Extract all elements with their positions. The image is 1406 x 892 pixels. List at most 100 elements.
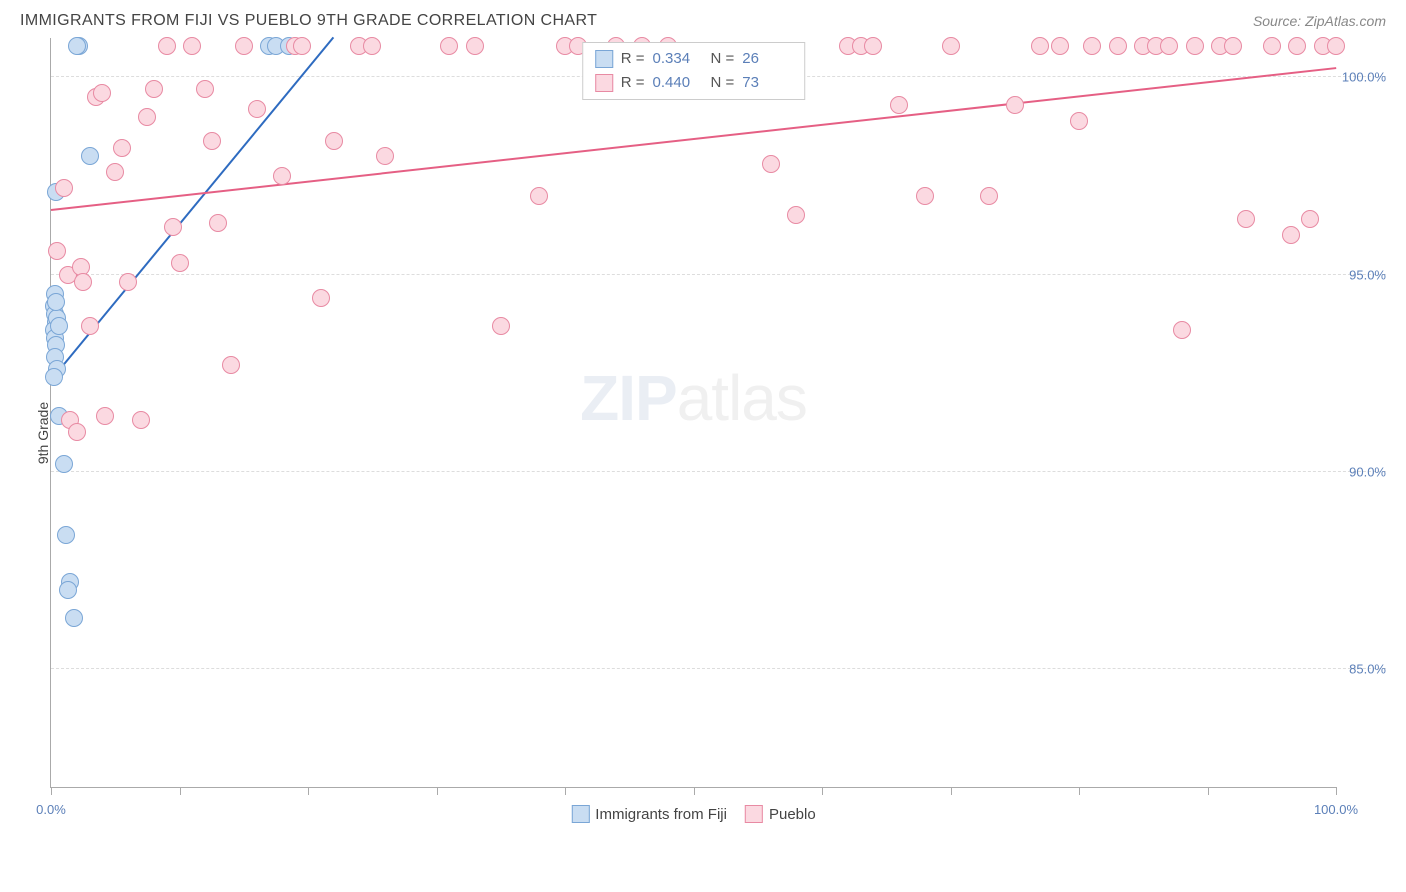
x-tick-label: 100.0% (1314, 802, 1358, 817)
data-point (171, 254, 189, 272)
series-legend: Immigrants from Fiji Pueblo (571, 805, 815, 823)
data-point (203, 132, 221, 150)
data-point (363, 37, 381, 55)
data-point (1070, 112, 1088, 130)
data-point (440, 37, 458, 55)
data-point (50, 317, 68, 335)
data-point (1288, 37, 1306, 55)
gridline (51, 471, 1386, 472)
y-tick-label: 100.0% (1336, 70, 1386, 85)
source-attribution: Source: ZipAtlas.com (1253, 13, 1386, 29)
data-point (916, 187, 934, 205)
data-point (138, 108, 156, 126)
data-point (65, 609, 83, 627)
data-point (293, 37, 311, 55)
swatch-pueblo-icon (745, 805, 763, 823)
x-tick (1336, 787, 1337, 795)
data-point (1301, 210, 1319, 228)
data-point (1031, 37, 1049, 55)
data-point (68, 37, 86, 55)
data-point (325, 132, 343, 150)
data-point (312, 289, 330, 307)
data-point (492, 317, 510, 335)
data-point (1173, 321, 1191, 339)
data-point (145, 80, 163, 98)
data-point (183, 37, 201, 55)
data-point (48, 242, 66, 260)
data-point (1282, 226, 1300, 244)
data-point (55, 455, 73, 473)
x-tick (180, 787, 181, 795)
n-value-fiji: 26 (742, 47, 792, 71)
data-point (890, 96, 908, 114)
legend-row-fiji: R = 0.334 N = 26 (595, 47, 793, 71)
data-point (47, 293, 65, 311)
correlation-legend: R = 0.334 N = 26 R = 0.440 N = 73 (582, 42, 806, 100)
x-tick (437, 787, 438, 795)
swatch-fiji (595, 50, 613, 68)
data-point (81, 147, 99, 165)
data-point (787, 206, 805, 224)
data-point (74, 273, 92, 291)
data-point (222, 356, 240, 374)
data-point (93, 84, 111, 102)
data-point (864, 37, 882, 55)
data-point (106, 163, 124, 181)
x-tick (1079, 787, 1080, 795)
x-tick (694, 787, 695, 795)
data-point (45, 368, 63, 386)
x-tick (51, 787, 52, 795)
x-tick (565, 787, 566, 795)
chart-title: IMMIGRANTS FROM FIJI VS PUEBLO 9TH GRADE… (20, 12, 597, 30)
data-point (164, 218, 182, 236)
data-point (119, 273, 137, 291)
swatch-pueblo (595, 74, 613, 92)
data-point (1224, 37, 1242, 55)
x-tick (1208, 787, 1209, 795)
data-point (209, 214, 227, 232)
data-point (158, 37, 176, 55)
data-point (530, 187, 548, 205)
x-tick (951, 787, 952, 795)
r-value-pueblo: 0.440 (653, 71, 703, 95)
data-point (132, 411, 150, 429)
x-tick-label: 0.0% (36, 802, 66, 817)
data-point (96, 407, 114, 425)
plot-area: ZIPatlas R = 0.334 N = 26 R = 0.440 N = … (50, 38, 1336, 788)
data-point (68, 423, 86, 441)
legend-row-pueblo: R = 0.440 N = 73 (595, 71, 793, 95)
data-point (1160, 37, 1178, 55)
data-point (762, 155, 780, 173)
y-tick-label: 95.0% (1343, 267, 1386, 282)
swatch-fiji-icon (571, 805, 589, 823)
gridline (51, 668, 1386, 669)
data-point (1006, 96, 1024, 114)
x-tick (308, 787, 309, 795)
n-value-pueblo: 73 (742, 71, 792, 95)
data-point (113, 139, 131, 157)
data-point (980, 187, 998, 205)
data-point (235, 37, 253, 55)
header: IMMIGRANTS FROM FIJI VS PUEBLO 9TH GRADE… (0, 0, 1406, 38)
data-point (248, 100, 266, 118)
x-tick (822, 787, 823, 795)
data-point (273, 167, 291, 185)
data-point (57, 526, 75, 544)
watermark: ZIPatlas (580, 361, 807, 435)
data-point (1109, 37, 1127, 55)
data-point (59, 581, 77, 599)
data-point (1051, 37, 1069, 55)
data-point (81, 317, 99, 335)
data-point (376, 147, 394, 165)
data-point (1237, 210, 1255, 228)
legend-item-fiji: Immigrants from Fiji (571, 805, 727, 823)
data-point (466, 37, 484, 55)
legend-item-pueblo: Pueblo (745, 805, 816, 823)
y-tick-label: 85.0% (1343, 661, 1386, 676)
data-point (942, 37, 960, 55)
data-point (1263, 37, 1281, 55)
data-point (196, 80, 214, 98)
chart-container: 9th Grade ZIPatlas R = 0.334 N = 26 R = … (40, 38, 1386, 828)
gridline (51, 274, 1386, 275)
data-point (1327, 37, 1345, 55)
